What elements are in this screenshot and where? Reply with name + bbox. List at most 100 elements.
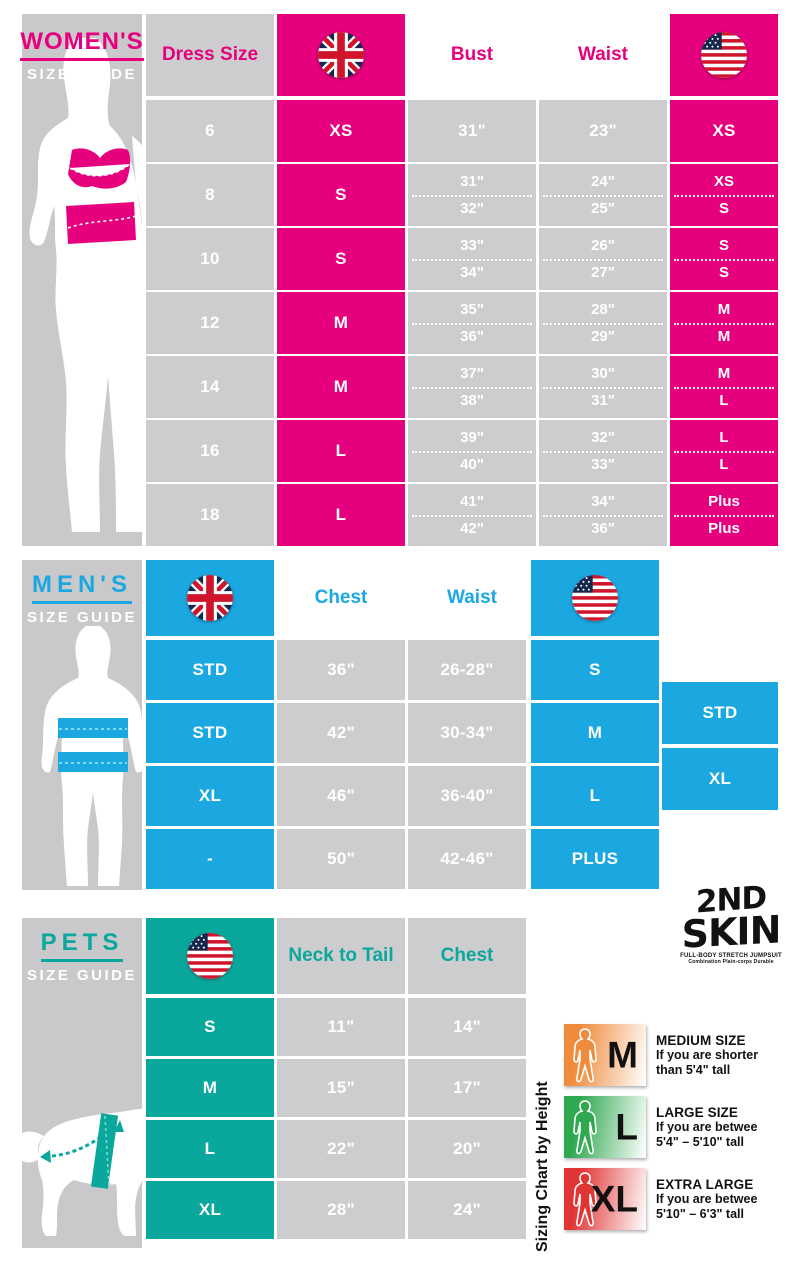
mens-title: MEN'S <box>31 571 133 604</box>
cell-divider <box>412 515 532 517</box>
cell-value: 14" <box>453 1017 481 1037</box>
sizing-swatch-letter: XL <box>590 1178 638 1220</box>
cell-value: 46" <box>327 786 355 806</box>
cell-value-top: 34" <box>591 492 615 510</box>
womens-cell-bust: 39" 40" <box>408 420 536 482</box>
cell-value: 22" <box>327 1139 355 1159</box>
pets-cell-chest: 14" <box>408 998 526 1056</box>
cell-divider <box>674 451 774 453</box>
cell-value: L <box>335 505 347 525</box>
womens-cell-uk: M <box>277 292 405 354</box>
cell-value: 20" <box>453 1139 481 1159</box>
cell-divider <box>543 515 663 517</box>
cell-value-top: Plus <box>708 492 740 510</box>
cell-divider <box>674 515 774 517</box>
cell-value: S <box>589 660 601 680</box>
womens-cell-bust: 31" <box>408 100 536 162</box>
cell-value-top: 24" <box>591 172 615 190</box>
human-figure-icon <box>573 1172 597 1227</box>
cell-divider <box>412 195 532 197</box>
womens-cell-waist: 34" 36" <box>539 484 667 546</box>
pets-cell-us: M <box>146 1059 274 1117</box>
logo-line-2: SKIN <box>681 906 781 957</box>
sizing-chart-title: Sizing Chart by Height <box>534 1081 551 1252</box>
cell-value: M <box>333 377 349 397</box>
womens-cell-uk: S <box>277 164 405 226</box>
cell-value-top: 41" <box>460 492 484 510</box>
pets-cell-chest: 20" <box>408 1120 526 1178</box>
sizing-heading: LARGE SIZE <box>656 1104 739 1120</box>
cell-value: 12 <box>200 313 220 333</box>
womens-cell-dress: 16 <box>146 420 274 482</box>
pets-cell-neck: 11" <box>277 998 405 1056</box>
mens-cell-us: M <box>531 703 659 763</box>
womens-header-waist: Waist <box>578 44 628 66</box>
mens-header-waist: Waist <box>447 587 497 609</box>
womens-cell-waist: 32" 33" <box>539 420 667 482</box>
cell-value-top: L <box>719 428 729 446</box>
mens-cell-uk: STD <box>146 640 274 700</box>
pets-cell-us: L <box>146 1120 274 1178</box>
cell-value: L <box>335 441 347 461</box>
pets-header-chest: Chest <box>408 918 526 994</box>
cell-value-top: 35" <box>460 300 484 318</box>
cell-value: 8 <box>205 185 215 205</box>
cell-value-bottom: 38" <box>460 391 484 409</box>
cell-value-bottom: Plus <box>708 519 740 537</box>
cell-value: 16 <box>200 441 220 461</box>
cell-value: 18 <box>200 505 220 525</box>
human-figure-icon <box>573 1100 597 1155</box>
sizing-swatch-letter: L <box>615 1106 638 1148</box>
cell-value-bottom: 33" <box>591 455 615 473</box>
cell-divider <box>543 387 663 389</box>
mens-cell-us: S <box>531 640 659 700</box>
cell-value: S <box>335 249 347 269</box>
cell-divider <box>412 259 532 261</box>
mens-side-box-xl: XL <box>662 748 778 810</box>
womens-cell-dress: 6 <box>146 100 274 162</box>
cell-value: 26-28" <box>440 660 494 680</box>
womens-cell-waist: 23" <box>539 100 667 162</box>
pets-header-us-flag-cell <box>146 918 274 994</box>
cell-value: 42" <box>327 723 355 743</box>
logo-tagline-2: Combination Plain-corps Durable <box>688 959 774 966</box>
sizing-body-line-1: If you are betwee <box>656 1119 758 1134</box>
cell-value-bottom: L <box>719 455 729 473</box>
pets-cell-chest: 24" <box>408 1181 526 1239</box>
pets-title: PETS <box>40 929 124 962</box>
pets-cell-neck: 28" <box>277 1181 405 1239</box>
cell-value-bottom: 34" <box>460 263 484 281</box>
cell-value: 17" <box>453 1078 481 1098</box>
cell-value: STD <box>192 723 228 743</box>
mens-title-block: MEN'S SIZE GUIDE <box>22 560 142 636</box>
womens-header-dress-size: Dress Size <box>146 14 274 96</box>
womens-header-us-flag-cell <box>670 14 778 96</box>
sizing-body-line-1: If you are shorter <box>656 1047 759 1062</box>
womens-cell-dress: 10 <box>146 228 274 290</box>
sizing-chart-by-height: Sizing Chart by Height M MEDIUM SIZE If yo… <box>534 1024 800 1254</box>
mens-header-us-flag-cell <box>531 560 659 636</box>
sizing-body-line-2: 5'10" – 6'3" tall <box>656 1206 744 1221</box>
womens-cell-dress: 14 <box>146 356 274 418</box>
mens-cell-chest: 36" <box>277 640 405 700</box>
sizing-body-line-2: 5'4" – 5'10" tall <box>656 1134 744 1149</box>
us-flag-icon <box>187 933 233 979</box>
cell-value: L <box>204 1139 216 1159</box>
logo-tagline-1: FULL-BODY STRETCH JUMPSUIT <box>680 953 782 960</box>
womens-cell-waist: 28" 29" <box>539 292 667 354</box>
womens-cell-bust: 31" 32" <box>408 164 536 226</box>
cell-value-bottom: 27" <box>591 263 615 281</box>
mens-header-chest: Chest <box>314 587 368 609</box>
mens-header-uk-flag-cell <box>146 560 274 636</box>
cell-value: S <box>335 185 347 205</box>
mens-cell-uk: STD <box>146 703 274 763</box>
cell-value-bottom: S <box>718 199 729 217</box>
mens-cell-us: PLUS <box>531 829 659 889</box>
cell-value: XL <box>198 1200 222 1220</box>
cell-value-top: M <box>717 300 731 318</box>
sizing-chart-row: XL EXTRA LARGE If you are betwee 5'10" – 6'… <box>564 1168 800 1230</box>
mens-cell-uk: - <box>146 829 274 889</box>
cell-divider <box>543 323 663 325</box>
cell-divider <box>674 387 774 389</box>
